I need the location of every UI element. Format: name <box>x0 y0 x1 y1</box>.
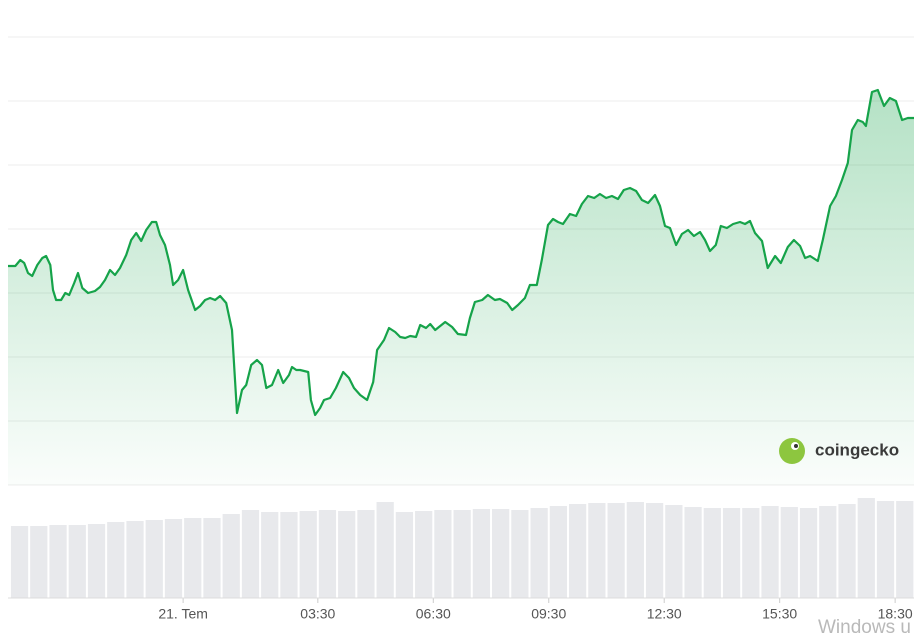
volume-bar <box>261 512 279 598</box>
volume-bar <box>184 518 202 598</box>
x-tick-label: 21. Tem <box>158 606 208 622</box>
volume-bar <box>876 501 895 598</box>
volume-bar <box>318 510 337 598</box>
volume-bar <box>453 510 471 598</box>
logo-pupil <box>794 444 798 448</box>
volume-bar <box>472 509 491 598</box>
volume-bar <box>761 506 779 598</box>
volume-bar <box>857 498 875 598</box>
x-tick-label: 03:30 <box>300 606 335 622</box>
volume-bar <box>395 512 414 598</box>
volume-bar <box>10 526 29 598</box>
volume-bar <box>780 507 798 598</box>
volume-bar <box>742 508 760 598</box>
volume-bar <box>530 508 548 598</box>
price-area <box>8 90 914 485</box>
volume-bar <box>30 526 48 598</box>
price-line <box>8 88 914 417</box>
volume-bar <box>568 504 587 598</box>
volume-bar <box>492 509 510 598</box>
x-tick-label: 06:30 <box>416 606 451 622</box>
volume-bar <box>164 519 183 598</box>
volume-bar <box>645 503 664 598</box>
volume-bar <box>415 511 433 598</box>
volume-bar <box>87 524 106 598</box>
volume-bar <box>376 502 394 598</box>
x-tick-label: 09:30 <box>531 606 566 622</box>
volume-bar <box>68 525 86 598</box>
logo-text: coingecko <box>815 440 899 459</box>
volume-bar <box>299 511 317 598</box>
volume-bar <box>626 502 644 598</box>
volume-bar <box>703 508 721 598</box>
volume-bar <box>588 503 606 598</box>
volume-bar <box>819 506 837 598</box>
volume-bar <box>280 512 298 598</box>
volume-bar <box>684 507 702 598</box>
x-tick-label: 15:30 <box>762 606 797 622</box>
volume-bar <box>896 501 914 598</box>
volume-bar <box>49 525 67 598</box>
volume-bar <box>203 518 221 598</box>
logo-icon <box>779 438 805 464</box>
volume-bar <box>722 508 741 598</box>
volume-bar <box>665 505 683 598</box>
volume-bar <box>607 503 625 598</box>
x-tick-label: 18:30 <box>878 606 913 622</box>
volume-bar <box>549 506 567 598</box>
volume-bar <box>241 510 260 598</box>
volume-bar <box>126 521 144 598</box>
volume-bar <box>145 520 163 598</box>
volume-bar <box>511 510 529 598</box>
x-tick-label: 12:30 <box>647 606 682 622</box>
watermark: Windows u <box>818 617 911 637</box>
volume-bar <box>222 514 240 598</box>
plot: 21. Tem 03:30 06:30 09:30 12:30 15:30 18:30 <box>8 36 914 622</box>
volume-bar <box>357 510 375 598</box>
volume-bar <box>838 504 856 598</box>
volume-bar <box>799 508 818 598</box>
volume-bar <box>338 511 356 598</box>
volume-bar <box>107 522 125 598</box>
logo: coingecko <box>779 438 899 464</box>
volume-bar <box>434 510 452 598</box>
